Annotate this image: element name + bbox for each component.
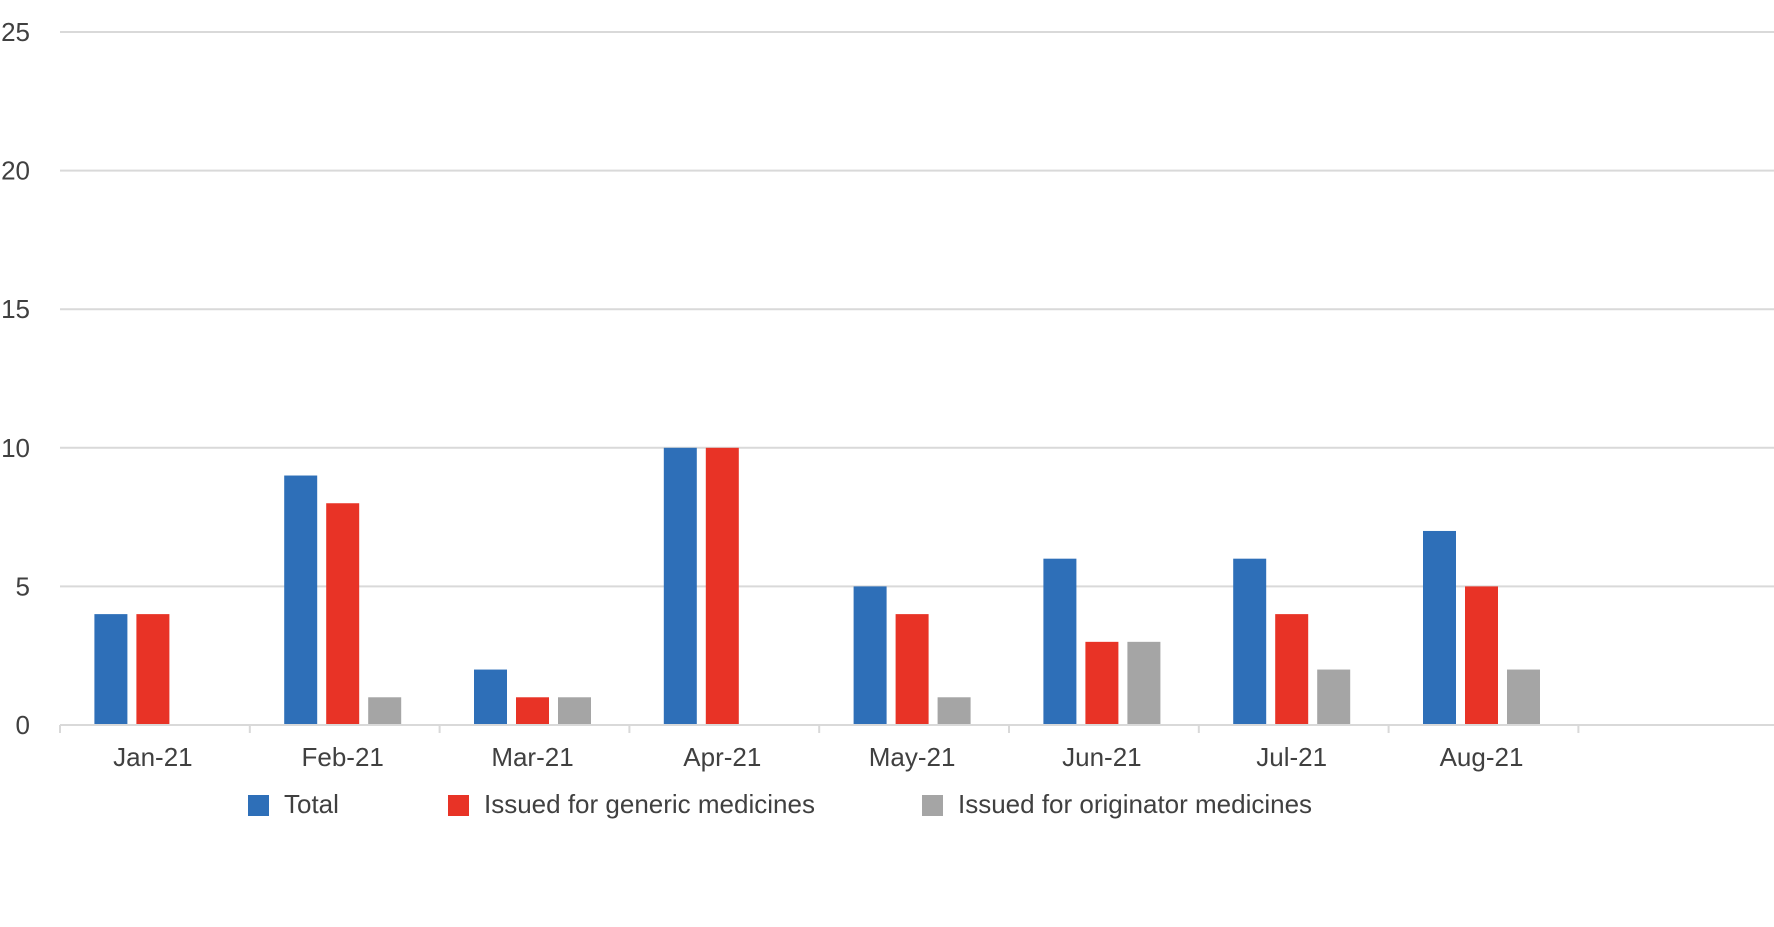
- bar-issued-for-originator-medicines-jul-21: [1317, 669, 1351, 725]
- y-tick-label: 0: [16, 710, 30, 740]
- bar-total-aug-21: [1423, 530, 1456, 725]
- legend-swatch: [922, 795, 943, 816]
- y-tick-label: 20: [1, 156, 30, 186]
- bar-issued-for-generic-medicines-feb-21: [326, 503, 360, 725]
- bar-issued-for-generic-medicines-jun-21: [1085, 641, 1119, 725]
- bar-total-jan-21: [94, 614, 128, 725]
- bar-total-jun-21: [1043, 558, 1077, 725]
- x-tick-label: Aug-21: [1440, 742, 1524, 772]
- x-axis: Jan-21 Feb-21 Mar-21 Apr-21 May-21 Jun-21 Jul-…: [59, 724, 1774, 772]
- bar-total-feb-21: [284, 475, 318, 725]
- bar-issued-for-originator-medicines-jun-21: [1127, 641, 1161, 725]
- x-tick-label: Jul-21: [1256, 742, 1327, 772]
- bar-issued-for-generic-medicines-jan-21: [136, 614, 170, 725]
- legend-label: Total: [284, 789, 339, 819]
- x-tick-label: Jun-21: [1062, 742, 1142, 772]
- bar-issued-for-generic-medicines-jul-21: [1275, 614, 1309, 725]
- bar-total-jul-21: [1233, 558, 1267, 725]
- bar-issued-for-originator-medicines-mar-21: [558, 697, 591, 725]
- y-tick-label: 15: [1, 294, 30, 324]
- bar-total-mar-21: [474, 669, 507, 725]
- y-axis-ticks: 0 5 10 15 20 25: [1, 17, 30, 740]
- bar-issued-for-originator-medicines-may-21: [937, 697, 971, 725]
- legend-label: Issued for originator medicines: [958, 789, 1312, 819]
- bar-issued-for-originator-medicines-feb-21: [368, 697, 402, 725]
- bar-issued-for-generic-medicines-aug-21: [1465, 586, 1498, 725]
- x-tick-label: Mar-21: [491, 742, 573, 772]
- y-tick-label: 10: [1, 433, 30, 463]
- legend: Total Issued for generic medicines Issued …: [248, 789, 1312, 819]
- y-tick-label: 5: [16, 571, 30, 601]
- x-tick-label: May-21: [869, 742, 956, 772]
- bar-issued-for-generic-medicines-mar-21: [516, 697, 549, 725]
- legend-swatch: [448, 795, 469, 816]
- bar-issued-for-generic-medicines-may-21: [895, 614, 929, 725]
- legend-swatch: [248, 795, 269, 816]
- x-tick-label: Jan-21: [113, 742, 193, 772]
- y-tick-label: 25: [1, 17, 30, 47]
- bar-issued-for-generic-medicines-apr-21: [705, 447, 739, 725]
- bar-total-may-21: [853, 586, 887, 725]
- bar-issued-for-originator-medicines-aug-21: [1507, 669, 1540, 725]
- legend-label: Issued for generic medicines: [484, 789, 815, 819]
- x-tick-label: Apr-21: [683, 742, 761, 772]
- bars: [94, 447, 1540, 725]
- x-tick-label: Feb-21: [302, 742, 384, 772]
- bar-total-apr-21: [663, 447, 697, 725]
